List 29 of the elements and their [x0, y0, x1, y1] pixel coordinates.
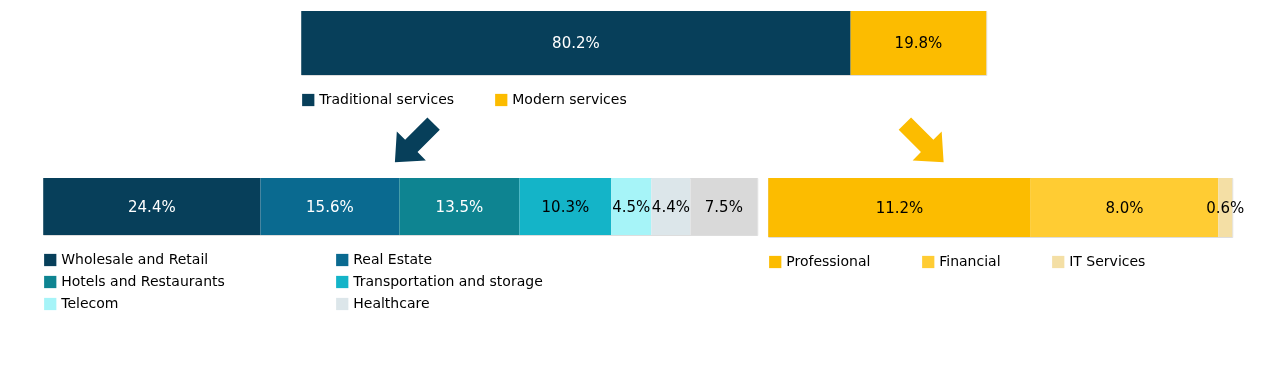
legend-label: Transportation and storage: [352, 273, 543, 289]
bar: [611, 178, 652, 235]
legend-label: Traditional services: [318, 91, 455, 107]
data-label: 10.3%: [541, 197, 590, 216]
bar: [651, 178, 691, 235]
legend-label: Telecom: [60, 295, 119, 311]
data-label: 24.4%: [128, 197, 176, 216]
data-label: 13.5%: [435, 197, 484, 216]
data-label: 11.2%: [875, 198, 924, 217]
legend-label: Professional: [786, 253, 871, 269]
data-label: 4.4%: [651, 197, 690, 216]
data-label: 19.8%: [894, 34, 943, 52]
bar: [260, 178, 400, 235]
data-label: 80.2%: [552, 34, 600, 52]
bar: [519, 178, 612, 235]
legend-label: Healthcare: [353, 295, 430, 311]
legend-label: Real Estate: [353, 251, 433, 267]
legend-label: Wholesale and Retail: [61, 251, 209, 267]
data-label: 15.6%: [306, 197, 354, 216]
data-label: 0.6%: [1206, 198, 1245, 217]
bar: [43, 178, 261, 235]
legend-label: Hotels and Restaurants: [61, 273, 225, 289]
data-label: 8.0%: [1105, 198, 1144, 217]
legend-label: Financial: [939, 253, 1001, 269]
legend-label: IT Services: [1069, 253, 1146, 269]
data-label: 4.5%: [612, 197, 651, 216]
bar: [399, 178, 520, 235]
data-label: 7.5%: [704, 197, 743, 216]
legend-label: Modern services: [512, 91, 627, 107]
